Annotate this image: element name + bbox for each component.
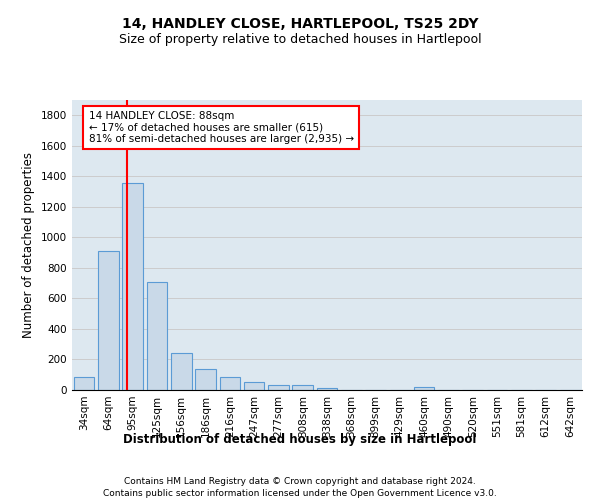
Bar <box>292 386 313 390</box>
Text: Contains HM Land Registry data © Crown copyright and database right 2024.: Contains HM Land Registry data © Crown c… <box>124 478 476 486</box>
Bar <box>220 377 240 390</box>
Text: Distribution of detached houses by size in Hartlepool: Distribution of detached houses by size … <box>124 432 476 446</box>
Bar <box>74 377 94 390</box>
Bar <box>244 382 265 390</box>
Bar <box>98 251 119 390</box>
Bar <box>268 386 289 390</box>
Text: Contains public sector information licensed under the Open Government Licence v3: Contains public sector information licen… <box>103 489 497 498</box>
Bar <box>195 368 216 390</box>
Y-axis label: Number of detached properties: Number of detached properties <box>22 152 35 338</box>
Text: 14, HANDLEY CLOSE, HARTLEPOOL, TS25 2DY: 14, HANDLEY CLOSE, HARTLEPOOL, TS25 2DY <box>122 18 478 32</box>
Text: 14 HANDLEY CLOSE: 88sqm
← 17% of detached houses are smaller (615)
81% of semi-d: 14 HANDLEY CLOSE: 88sqm ← 17% of detache… <box>89 111 353 144</box>
Text: Size of property relative to detached houses in Hartlepool: Size of property relative to detached ho… <box>119 32 481 46</box>
Bar <box>317 388 337 390</box>
Bar <box>146 282 167 390</box>
Bar <box>171 352 191 390</box>
Bar <box>414 387 434 390</box>
Bar <box>122 183 143 390</box>
